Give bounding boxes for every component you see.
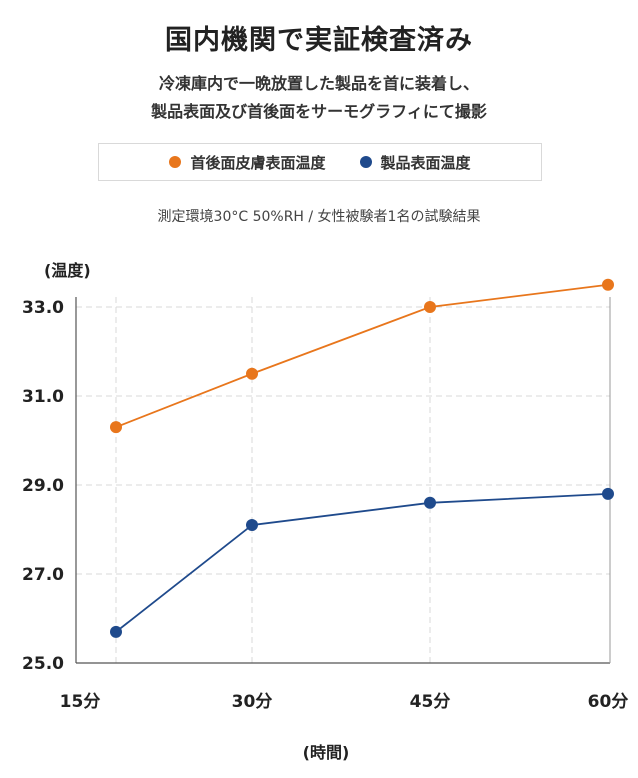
legend-item-product: 製品表面温度 [359, 152, 471, 173]
series-1-point-2 [424, 496, 436, 509]
series-0-point-3 [602, 278, 614, 291]
series-line-1 [115, 493, 609, 633]
y-tick-label-1: 27.0 [22, 565, 64, 585]
subtitle-line-1: 冷凍庫内で一晩放置した製品を首に装着し、 [158, 74, 479, 93]
legend-dot-skin [169, 156, 182, 168]
axes [75, 297, 611, 664]
series-layer [110, 278, 614, 638]
chart-legend: 首後面皮膚表面温度 製品表面温度 [98, 143, 542, 181]
series-0-point-0 [110, 421, 122, 434]
y-tick-label-0: 25.0 [22, 654, 64, 674]
x-tick-label-3: 60分 [588, 692, 629, 712]
y-axis-label: (温度) [44, 261, 91, 280]
x-tick-label-0: 15分 [60, 692, 101, 712]
subtitle-line-2: 製品表面及び首後面をサーモグラフィにて撮影 [151, 102, 487, 121]
chart-title: 国内機関で実証検査済み [165, 25, 473, 56]
series-1-point-1 [246, 519, 258, 532]
series-1-point-3 [602, 487, 614, 500]
series-0-point-2 [424, 301, 436, 313]
y-tick-label-4: 33.0 [22, 298, 64, 318]
axis-labels: 25.0 27.0 29.0 31.0 33.0 15分 30分 45分 60分 (温度) (時間) [22, 261, 628, 762]
series-line-0 [115, 283, 609, 428]
legend-label-product: 製品表面温度 [380, 153, 471, 172]
x-tick-label-2: 45分 [410, 692, 451, 712]
x-axis-label: (時間) [303, 743, 350, 762]
y-tick-label-3: 31.0 [22, 387, 64, 407]
legend-dot-product [359, 156, 372, 168]
series-1-point-0 [110, 625, 122, 638]
y-tick-label-2: 29.0 [22, 476, 64, 496]
series-0-point-1 [246, 367, 258, 380]
legend-item-skin: 首後面皮膚表面温度 [169, 152, 326, 173]
x-tick-label-1: 30分 [232, 692, 273, 712]
chart-subtitle: 冷凍庫内で一晩放置した製品を首に装着し、 製品表面及び首後面をサーモグラフィにて… [0, 70, 638, 126]
legend-label-skin: 首後面皮膚表面温度 [190, 153, 326, 172]
grid-lines [76, 297, 610, 663]
measurement-note: 測定環境30°C 50%RH / 女性被験者1名の試験結果 [157, 209, 481, 225]
